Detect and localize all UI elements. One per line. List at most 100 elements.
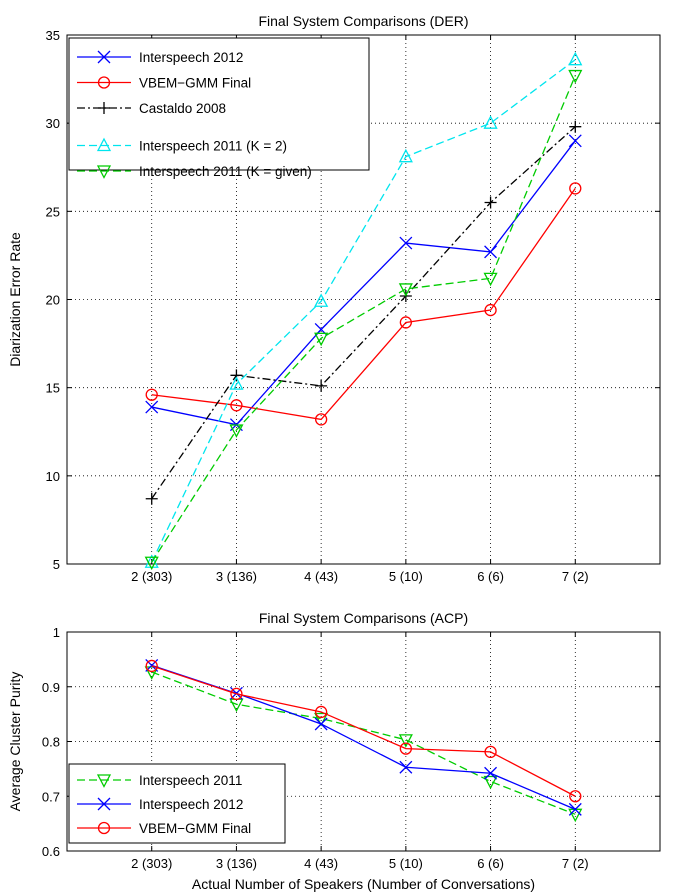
data-point [568, 134, 582, 148]
legend-marker [98, 102, 110, 114]
series-line [151, 665, 576, 797]
y-tick-label: 1 [53, 625, 60, 640]
series-line [151, 671, 576, 815]
data-point [398, 283, 413, 297]
y-tick-label: 30 [46, 116, 60, 131]
series [145, 182, 582, 426]
data-point [483, 115, 498, 129]
series-line [151, 75, 576, 563]
chart-2: Final System Comparisons (ACP) 2 (303) 3 (… [7, 610, 661, 892]
data-point [144, 554, 159, 568]
data-point [314, 332, 329, 347]
series [144, 69, 583, 571]
chart-title: Final System Comparisons (ACP) [259, 610, 468, 626]
data-point [484, 766, 498, 780]
x-tick-label: 4 (43) [304, 856, 338, 871]
series [145, 659, 582, 803]
data-point [484, 196, 497, 209]
chart-1: Final System Comparisons (DER) 2 (303) 3 (… [7, 13, 661, 584]
data-point [230, 369, 243, 382]
x-tick-label: 3 (136) [216, 856, 257, 871]
legend-marker [97, 797, 111, 811]
x-axis-label: Actual Number of Speakers (Number of Con… [192, 876, 535, 892]
y-tick-label: 35 [46, 28, 60, 43]
data-point [145, 659, 158, 673]
legend-marker [97, 50, 111, 64]
series [144, 51, 583, 568]
x-tick-label: 3 (136) [216, 569, 257, 584]
legend-label: Interspeech 2011 [139, 773, 242, 788]
data-point [569, 790, 582, 803]
data-point [399, 316, 413, 329]
y-tick-label: 15 [46, 381, 60, 396]
legend-label: VBEM−GMM Final [139, 76, 251, 91]
legend-label: Interspeech 2012 [139, 50, 243, 65]
legend-label: Castaldo 2008 [139, 101, 226, 116]
data-point [314, 712, 329, 727]
series [145, 134, 582, 432]
x-tick-label: 5 (10) [389, 856, 423, 871]
data-point [484, 745, 497, 759]
data-point [569, 182, 582, 195]
series-line [151, 188, 576, 421]
legend-marker [97, 821, 111, 835]
data-point [315, 379, 328, 392]
y-tick-label: 20 [46, 293, 60, 308]
x-tick-label: 6 (6) [477, 856, 504, 871]
data-point [398, 148, 413, 163]
y-tick-label: 5 [53, 557, 60, 572]
data-point [314, 717, 328, 731]
data-point [144, 556, 159, 571]
y-axis-label: Average Cluster Purity [7, 672, 23, 812]
y-tick-label: 0.9 [42, 680, 60, 695]
y-tick-label: 10 [46, 469, 60, 484]
data-point [145, 400, 159, 414]
data-point [569, 120, 582, 133]
legend-marker [96, 137, 112, 152]
y-tick-label: 0.8 [42, 735, 60, 750]
legend: Interspeech 2012 VBEM−GMM Final Castaldo 2… [68, 37, 370, 179]
legend-label: Interspeech 2011 (K = 2) [139, 139, 287, 154]
series-line [151, 59, 576, 563]
data-point [399, 742, 413, 755]
data-point [398, 734, 413, 748]
data-point [230, 399, 243, 412]
y-tick-label: 0.6 [42, 844, 60, 859]
data-point [568, 802, 582, 816]
legend-label: Interspeech 2012 [139, 797, 243, 812]
x-tick-label: 5 (10) [389, 569, 423, 584]
x-tick-label: 7 (2) [562, 856, 589, 871]
x-tick-label: 6 (6) [477, 569, 504, 584]
data-point [568, 808, 583, 823]
data-point [144, 666, 159, 680]
data-point [484, 303, 497, 317]
data-point [230, 687, 243, 701]
y-tick-label: 25 [46, 204, 60, 219]
data-point [145, 492, 158, 505]
series-line [151, 126, 576, 500]
data-point [314, 293, 329, 307]
data-point [229, 376, 244, 390]
data-point [483, 272, 498, 287]
legend: Interspeech 2011 Interspeech 2012 VBEM−GMM… [68, 763, 286, 844]
legend-box [68, 37, 370, 171]
data-point [484, 245, 498, 259]
data-point [568, 69, 583, 84]
y-tick-label: 0.7 [42, 789, 60, 804]
data-point [229, 424, 244, 438]
data-point [314, 705, 328, 719]
series-line [151, 140, 576, 426]
data-point [314, 413, 328, 426]
legend-marker [96, 774, 112, 788]
x-tick-label: 4 (43) [304, 569, 338, 584]
legend-label: VBEM−GMM Final [139, 821, 251, 836]
legend-marker [97, 76, 111, 89]
data-point [145, 388, 158, 401]
legend-marker [96, 165, 112, 179]
chart-title: Final System Comparisons (DER) [258, 13, 468, 29]
x-tick-label: 2 (303) [131, 569, 172, 584]
data-point [399, 236, 413, 250]
y-axis-label: Diarization Error Rate [7, 232, 23, 367]
data-point [568, 51, 583, 66]
